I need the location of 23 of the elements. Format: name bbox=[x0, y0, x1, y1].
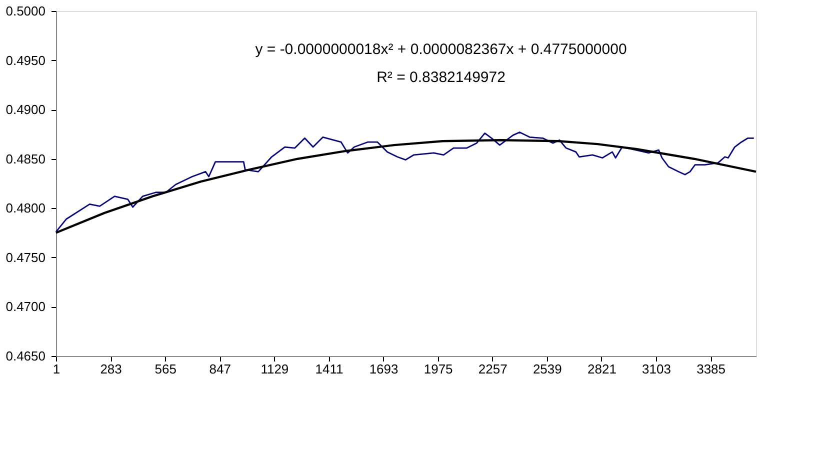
x-tick-label: 1129 bbox=[260, 362, 289, 376]
y-tick-label: 0.4750 bbox=[6, 250, 46, 265]
annotation: y = -0.0000000018x² + 0.0000082367x + 0.4775000000 bbox=[255, 41, 627, 58]
x-tick-label: 1975 bbox=[424, 362, 453, 376]
y-tick-label: 0.4800 bbox=[6, 200, 46, 216]
y-tick-label: 0.4650 bbox=[6, 348, 46, 364]
y-tick-label: 0.5000 bbox=[6, 4, 46, 18]
annotation: R² = 0.8382149972 bbox=[376, 69, 506, 86]
y-tick-label: 0.4700 bbox=[6, 299, 46, 314]
x-tick-label: 1411 bbox=[315, 362, 344, 376]
x-tick-label: 1 bbox=[52, 362, 60, 376]
x-tick-label: 2821 bbox=[587, 362, 616, 376]
x-tick-label: 3103 bbox=[642, 362, 671, 376]
x-tick-label: 2257 bbox=[478, 362, 508, 376]
x-tick-label: 565 bbox=[154, 362, 176, 376]
x-tick-label: 1693 bbox=[369, 362, 398, 376]
x-tick-label: 283 bbox=[100, 362, 122, 376]
y-tick-label: 0.4850 bbox=[6, 151, 46, 166]
x-tick-label: 2539 bbox=[532, 362, 562, 376]
x-tick-label: 3385 bbox=[696, 362, 726, 376]
y-tick-label: 0.4950 bbox=[6, 52, 46, 68]
x-tick-label: 847 bbox=[209, 362, 231, 376]
y-tick-label: 0.4900 bbox=[6, 102, 46, 118]
